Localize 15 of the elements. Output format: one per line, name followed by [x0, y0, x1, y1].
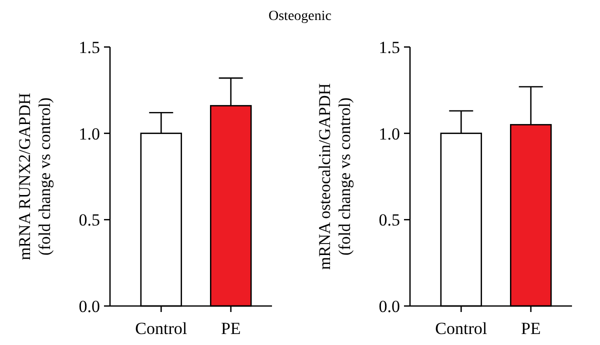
- x-tick-label: PE: [220, 319, 241, 338]
- y-tick-label: 0.5: [78, 210, 100, 230]
- y-axis-title: mRNA osteocalcin/GAPDH (fold change vs control): [315, 83, 354, 270]
- x-tick-label: Control: [135, 319, 188, 338]
- y-tick-label: 1.5: [78, 38, 100, 57]
- y-tick-label: 0.5: [378, 210, 400, 230]
- y-axis-title: mRNA RUNX2/GAPDH (fold change vs control): [15, 92, 54, 260]
- text: Osteogenic: [268, 9, 332, 24]
- x-tick-label: PE: [520, 319, 541, 338]
- y-tick-label: 0.0: [378, 296, 400, 316]
- y-tick-label: 1.0: [78, 124, 100, 144]
- x-tick-label: Control: [435, 319, 488, 338]
- y-tick-label: 0.0: [78, 296, 100, 316]
- y-tick-label: 1.0: [378, 124, 400, 144]
- y-tick-label: 1.5: [378, 38, 400, 57]
